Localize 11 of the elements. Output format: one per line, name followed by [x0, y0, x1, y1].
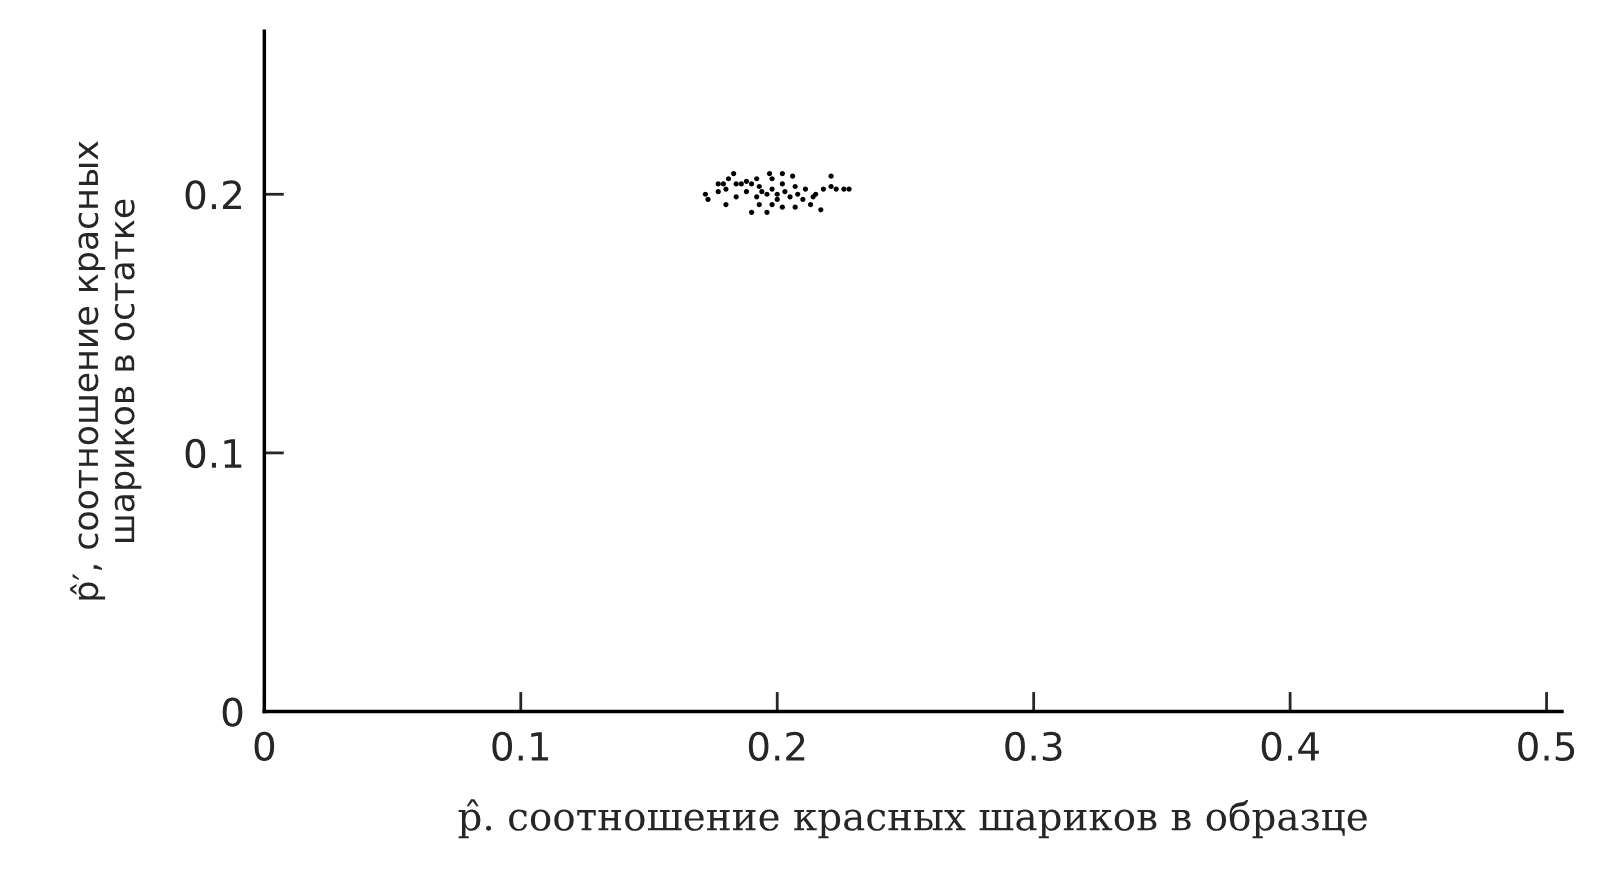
- y-tick-label: 0.1: [185, 438, 242, 469]
- x-tick-label: 0.4: [1261, 731, 1319, 762]
- x-tick-label: 0.3: [1005, 731, 1062, 762]
- x-tick-label: 0: [254, 731, 275, 762]
- y-tick-label: 0: [222, 697, 243, 727]
- x-tick-label: 0.1: [492, 731, 549, 762]
- x-axis-title: p̂. соотношение красных шариков в образце: [458, 799, 1367, 839]
- y-axis-title: p̂′, соотношение красных шариков в остатке: [70, 141, 142, 600]
- x-tick-label: 0.5: [1518, 731, 1575, 762]
- x-tick-label: 0.2: [748, 731, 805, 762]
- y-tick-label: 0.2: [185, 180, 241, 210]
